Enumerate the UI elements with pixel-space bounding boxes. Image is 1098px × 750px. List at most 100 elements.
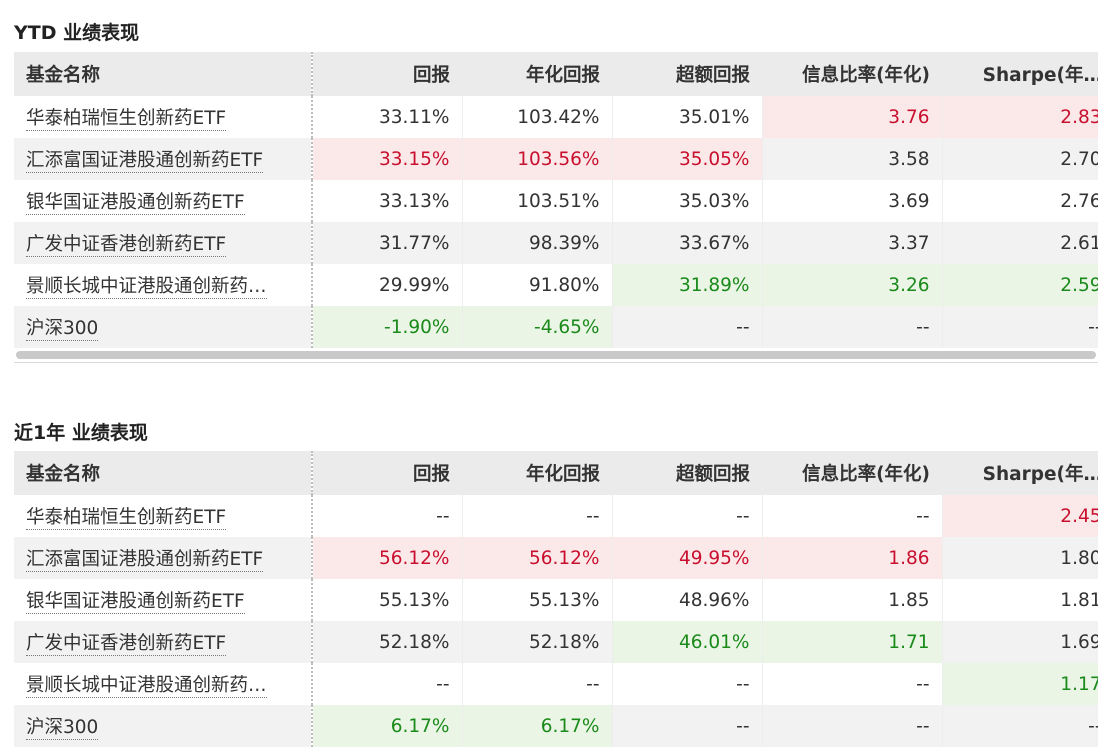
fund-name-link[interactable]: 银华国证港股通创新药ETF: [26, 192, 245, 215]
table-row: 银华国证港股通创新药ETF 33.13% 103.51% 35.03% 3.69…: [14, 180, 1098, 222]
fund-name-cell[interactable]: 广发中证香港创新药ETF: [14, 222, 313, 264]
fund-name-cell[interactable]: 景顺长城中证港股通创新药…: [14, 663, 313, 705]
return-cell: 33.13%: [312, 180, 463, 222]
table-row: 汇添富国证港股通创新药ETF 56.12% 56.12% 49.95% 1.86…: [14, 537, 1098, 579]
annualized-return-cell: --: [462, 495, 613, 537]
excess-return-cell: 35.03%: [612, 180, 763, 222]
fund-name-cell[interactable]: 景顺长城中证港股通创新药…: [14, 264, 313, 306]
table-row: 景顺长城中证港股通创新药… 29.99% 91.80% 31.89% 3.26 …: [14, 264, 1098, 306]
fund-name-link[interactable]: 景顺长城中证港股通创新药…: [26, 675, 267, 698]
return-cell: 56.12%: [312, 537, 463, 579]
annualized-return-cell: 103.42%: [462, 96, 613, 138]
table-row: 华泰柏瑞恒生创新药ETF -- -- -- -- 2.45: [14, 495, 1098, 537]
excess-return-cell: --: [612, 306, 763, 348]
information-ratio-cell: 3.69: [762, 180, 943, 222]
col-header-return[interactable]: 回报: [312, 451, 462, 495]
annualized-return-cell: --: [462, 663, 613, 705]
sharpe-cell: 2.45: [942, 495, 1098, 537]
fund-name-cell[interactable]: 沪深300: [14, 306, 313, 348]
annualized-return-cell: 103.51%: [462, 180, 613, 222]
excess-return-cell: 49.95%: [612, 537, 763, 579]
annualized-return-cell: 55.13%: [462, 579, 613, 621]
col-header-annualized-return[interactable]: 年化回报: [462, 52, 612, 96]
sharpe-cell: 1.80: [942, 537, 1098, 579]
fund-name-cell[interactable]: 华泰柏瑞恒生创新药ETF: [14, 495, 313, 537]
fund-name-cell[interactable]: 汇添富国证港股通创新药ETF: [14, 138, 313, 180]
fund-name-link[interactable]: 汇添富国证港股通创新药ETF: [26, 150, 264, 173]
fund-name-cell[interactable]: 广发中证香港创新药ETF: [14, 621, 313, 663]
col-header-sharpe[interactable]: Sharpe(年…: [942, 451, 1098, 495]
fund-name-link[interactable]: 广发中证香港创新药ETF: [26, 633, 227, 656]
ytd-table-wrap: 基金名称 回报 年化回报 超额回报 信息比率(年化) Sharpe(年… 华泰柏…: [14, 52, 1098, 348]
table-header-row: 基金名称 回报 年化回报 超额回报 信息比率(年化) Sharpe(年…: [14, 451, 1098, 495]
col-header-fund-name[interactable]: 基金名称: [14, 52, 313, 96]
fund-name-link[interactable]: 华泰柏瑞恒生创新药ETF: [26, 108, 227, 131]
col-header-annualized-return[interactable]: 年化回报: [462, 451, 612, 495]
excess-return-cell: 46.01%: [612, 621, 763, 663]
information-ratio-cell: 1.71: [762, 621, 943, 663]
scrollbar-thumb[interactable]: [16, 351, 1096, 359]
fund-name-link[interactable]: 景顺长城中证港股通创新药…: [26, 276, 267, 299]
table-row: 华泰柏瑞恒生创新药ETF 33.11% 103.42% 35.01% 3.76 …: [14, 96, 1098, 138]
table-row: 景顺长城中证港股通创新药… -- -- -- -- 1.17: [14, 663, 1098, 705]
table-row: 沪深300 6.17% 6.17% -- -- --: [14, 705, 1098, 747]
sharpe-cell: 2.61: [942, 222, 1098, 264]
ytd-performance-table: 基金名称 回报 年化回报 超额回报 信息比率(年化) Sharpe(年… 华泰柏…: [14, 52, 1098, 348]
table-header-row: 基金名称 回报 年化回报 超额回报 信息比率(年化) Sharpe(年…: [14, 52, 1098, 96]
information-ratio-cell: 3.58: [762, 138, 943, 180]
col-header-excess-return[interactable]: 超额回报: [612, 451, 762, 495]
table-row: 汇添富国证港股通创新药ETF 33.15% 103.56% 35.05% 3.5…: [14, 138, 1098, 180]
annualized-return-cell: 91.80%: [462, 264, 613, 306]
sharpe-cell: 1.17: [942, 663, 1098, 705]
fund-name-link[interactable]: 华泰柏瑞恒生创新药ETF: [26, 507, 227, 530]
sharpe-cell: 2.83: [942, 96, 1098, 138]
sharpe-cell: --: [942, 306, 1098, 348]
excess-return-cell: 35.01%: [612, 96, 763, 138]
excess-return-cell: 35.05%: [612, 138, 763, 180]
fund-name-link[interactable]: 沪深300: [26, 717, 99, 740]
table-row: 广发中证香港创新药ETF 31.77% 98.39% 33.67% 3.37 2…: [14, 222, 1098, 264]
information-ratio-cell: 1.85: [762, 579, 943, 621]
annualized-return-cell: 6.17%: [462, 705, 613, 747]
fund-name-cell[interactable]: 银华国证港股通创新药ETF: [14, 579, 313, 621]
sharpe-cell: 1.69: [942, 621, 1098, 663]
table-row: 沪深300 -1.90% -4.65% -- -- --: [14, 306, 1098, 348]
sharpe-cell: 2.70: [942, 138, 1098, 180]
fund-name-link[interactable]: 广发中证香港创新药ETF: [26, 234, 227, 257]
information-ratio-cell: --: [762, 663, 943, 705]
fund-name-link[interactable]: 沪深300: [26, 318, 99, 341]
fund-name-link[interactable]: 汇添富国证港股通创新药ETF: [26, 549, 264, 572]
fund-name-link[interactable]: 银华国证港股通创新药ETF: [26, 591, 245, 614]
col-header-sharpe[interactable]: Sharpe(年…: [942, 52, 1098, 96]
information-ratio-cell: 3.76: [762, 96, 943, 138]
one-year-table-wrap: 基金名称 回报 年化回报 超额回报 信息比率(年化) Sharpe(年… 华泰柏…: [14, 451, 1098, 747]
col-header-information-ratio[interactable]: 信息比率(年化): [762, 52, 942, 96]
fund-name-cell[interactable]: 华泰柏瑞恒生创新药ETF: [14, 96, 313, 138]
annualized-return-cell: 98.39%: [462, 222, 613, 264]
excess-return-cell: --: [612, 705, 763, 747]
table-row: 广发中证香港创新药ETF 52.18% 52.18% 46.01% 1.71 1…: [14, 621, 1098, 663]
annualized-return-cell: 56.12%: [462, 537, 613, 579]
sharpe-cell: 1.81: [942, 579, 1098, 621]
fund-name-cell[interactable]: 沪深300: [14, 705, 313, 747]
return-cell: --: [312, 495, 463, 537]
col-header-return[interactable]: 回报: [312, 52, 462, 96]
information-ratio-cell: 1.86: [762, 537, 943, 579]
col-header-fund-name[interactable]: 基金名称: [14, 451, 313, 495]
annualized-return-cell: -4.65%: [462, 306, 613, 348]
annualized-return-cell: 103.56%: [462, 138, 613, 180]
information-ratio-cell: --: [762, 705, 943, 747]
col-header-information-ratio[interactable]: 信息比率(年化): [762, 451, 942, 495]
horizontal-scrollbar[interactable]: [14, 348, 1098, 360]
excess-return-cell: --: [612, 495, 763, 537]
fund-name-cell[interactable]: 汇添富国证港股通创新药ETF: [14, 537, 313, 579]
return-cell: 55.13%: [312, 579, 463, 621]
excess-return-cell: 48.96%: [612, 579, 763, 621]
return-cell: 29.99%: [312, 264, 463, 306]
one-year-performance-table: 基金名称 回报 年化回报 超额回报 信息比率(年化) Sharpe(年… 华泰柏…: [14, 451, 1098, 747]
information-ratio-cell: 3.37: [762, 222, 943, 264]
fund-name-cell[interactable]: 银华国证港股通创新药ETF: [14, 180, 313, 222]
return-cell: 33.11%: [312, 96, 463, 138]
section-divider: [14, 362, 1098, 363]
col-header-excess-return[interactable]: 超额回报: [612, 52, 762, 96]
